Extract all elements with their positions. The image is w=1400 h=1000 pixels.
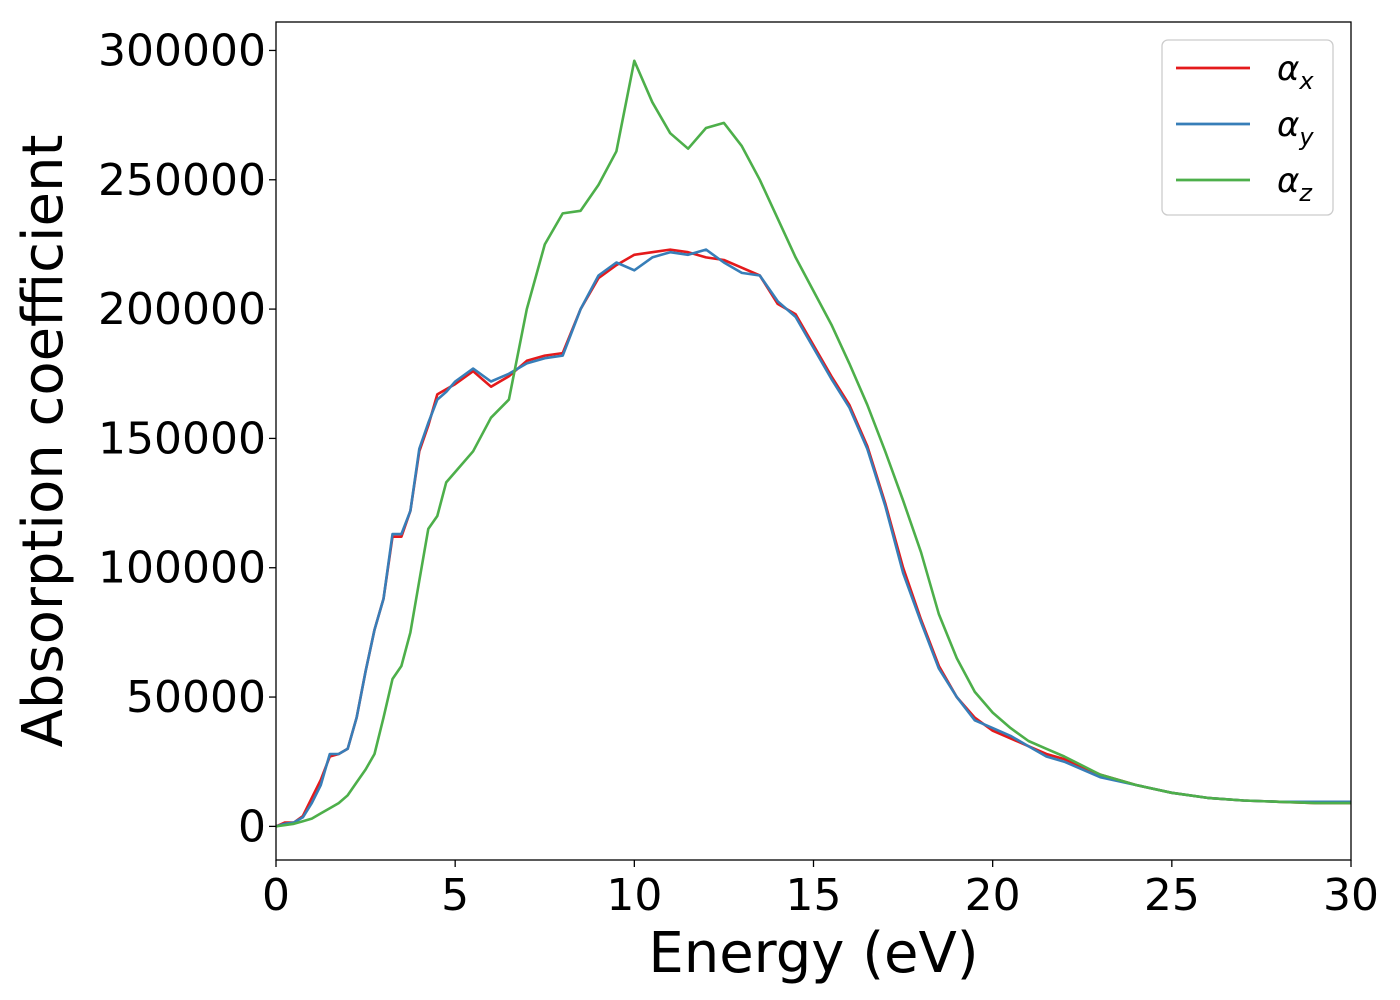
plot-lines: [276, 59, 1351, 828]
y-axis-title: Absorption coefficient: [11, 135, 76, 748]
y-tick-label: 200000: [98, 284, 266, 335]
x-axis-title: Energy (eV): [648, 921, 978, 986]
x-axis: 0 5 10 15 20 25 30: [262, 860, 1379, 921]
legend-label-z: αz: [1277, 161, 1313, 207]
legend-label-y: αy: [1277, 105, 1314, 151]
y-tick-label: 150000: [98, 413, 266, 464]
series-line-x: [276, 248, 1351, 828]
x-tick-label: 10: [606, 870, 662, 921]
legend: αx αy αz: [1161, 39, 1334, 216]
series-line-y: [276, 248, 1351, 828]
x-tick-label: 15: [786, 870, 842, 921]
x-tick-label: 20: [965, 870, 1021, 921]
legend-box: [1161, 39, 1334, 216]
y-tick-label: 250000: [98, 155, 266, 206]
series-line-z: [276, 59, 1351, 828]
x-tick-label: 0: [262, 870, 290, 921]
y-tick-label: 300000: [98, 25, 266, 76]
x-tick-label: 5: [441, 870, 469, 921]
legend-label-x: αx: [1277, 49, 1314, 95]
y-tick-label: 0: [238, 801, 266, 852]
x-tick-label: 25: [1144, 870, 1200, 921]
x-tick-label: 30: [1323, 870, 1379, 921]
y-axis: 0 50000 100000 150000 200000 250000 300000: [98, 25, 276, 852]
y-tick-label: 50000: [126, 672, 266, 723]
y-tick-label: 100000: [98, 543, 266, 594]
